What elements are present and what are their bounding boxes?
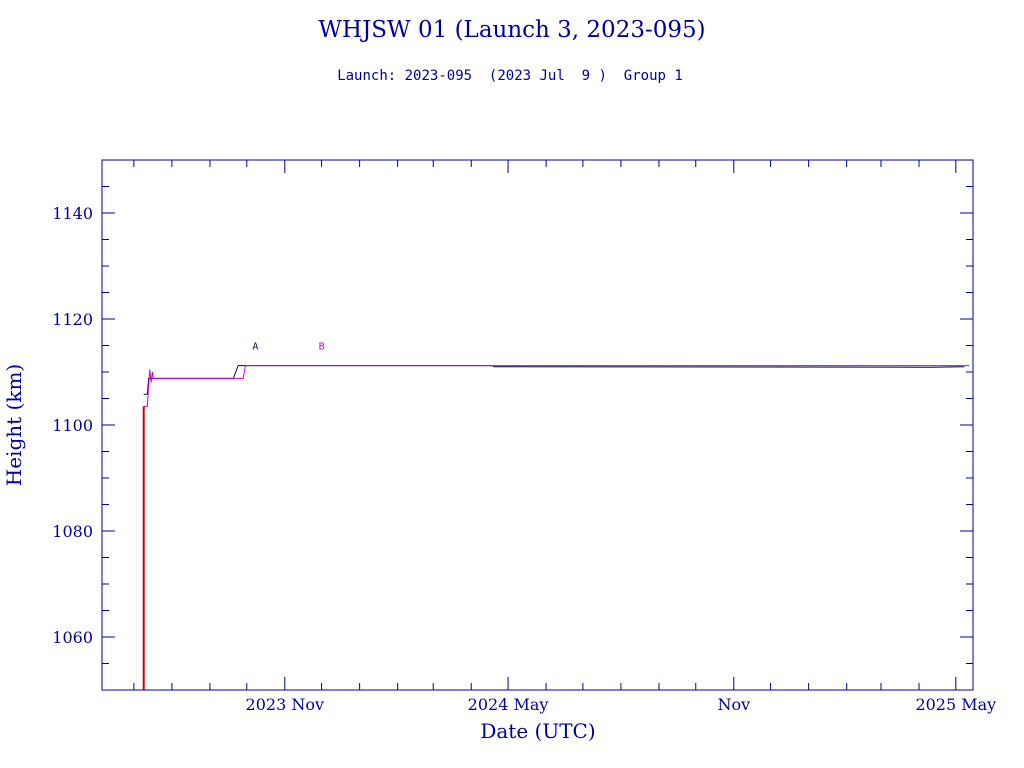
axis-ticks: 1060 1080 1100 1120 1140 2023 Nov 2024 May Nov 2… [52, 160, 996, 714]
x-tick-label: Nov [717, 695, 750, 714]
chart-title: WHJSW 01 (Launch 3, 2023-095) [318, 17, 705, 43]
x-tick-label: 2024 May [468, 695, 549, 714]
x-tick-label: 2023 Nov [246, 695, 324, 714]
plot-frame [101, 159, 974, 691]
series-label-A: A [252, 342, 258, 353]
y-axis-label: Height (km) [2, 364, 26, 486]
y-tick-label: 1140 [52, 204, 93, 223]
chart-subtitle: Launch: 2023-095 (2023 Jul 9 ) Group 1 [337, 68, 683, 84]
series-label-B: B [319, 342, 325, 353]
x-axis-label: Date (UTC) [480, 719, 595, 743]
x-tick-label: 2025 May [915, 695, 996, 714]
series-line-B [143, 365, 970, 407]
y-tick-label: 1100 [52, 416, 93, 435]
y-tick-label: 1120 [52, 310, 93, 329]
y-tick-label: 1060 [52, 628, 93, 647]
series-line-A [143, 365, 965, 395]
y-tick-label: 1080 [52, 522, 93, 541]
